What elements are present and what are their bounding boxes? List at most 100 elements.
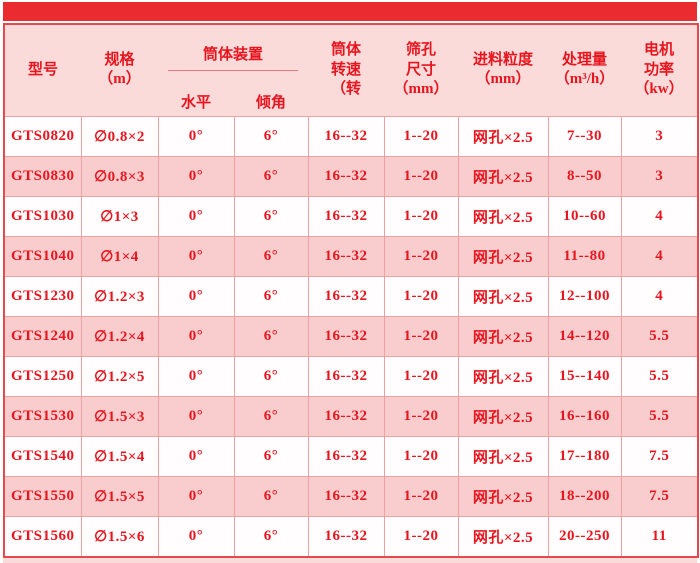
table-cell: 3	[620, 115, 699, 157]
table-cell: 网孔×2.5	[457, 315, 549, 357]
table-cell: 6°	[233, 275, 309, 317]
table-cell: 0°	[157, 195, 235, 237]
col-header-feed-size: 进料粒度 （mm）	[458, 24, 549, 117]
table-cell: GTS1040	[3, 235, 82, 277]
table-row: GTS1550 ∅1.5×5 0° 6° 16--32 1--20 网孔×2.5 18--20…	[3, 475, 699, 517]
table-cell: 6°	[233, 115, 309, 157]
table-row: GTS1540 ∅1.5×4 0° 6° 16--32 1--20 网孔×2.5 17--18…	[3, 435, 699, 477]
table-cell: 1--20	[383, 515, 459, 557]
table-cell: 1--20	[383, 115, 459, 157]
table-cell: 0°	[157, 355, 235, 397]
col-header-spec: 规格 （m）	[81, 24, 158, 117]
table-cell: 0°	[157, 315, 235, 357]
table-cell: 0°	[157, 515, 235, 557]
table-cell: ∅1×4	[80, 235, 159, 277]
table-cell: GTS1540	[3, 435, 82, 477]
table-row: GTS1250 ∅1.2×5 0° 6° 16--32 1--20 网孔×2.5 15--14…	[3, 355, 699, 397]
table-cell: 20--250	[547, 515, 622, 557]
table-cell: 4	[620, 195, 699, 237]
table-cell: 3	[620, 155, 699, 197]
col-header-model: 型号	[4, 24, 81, 117]
page: 型号 规格 （m） 筒体装置 筒体 转速 （转 筛孔 尺寸 （mm） 进料粒度 …	[3, 2, 700, 563]
table-cell: 16--32	[307, 115, 385, 157]
table-cell: 0°	[157, 235, 235, 277]
table-row: GTS1040 ∅1×4 0° 6° 16--32 1--20 网孔×2.5 11--80 4	[3, 235, 699, 277]
table-cell: 16--32	[307, 315, 385, 357]
table-cell: 1--20	[383, 435, 459, 477]
table-cell: 7.5	[620, 435, 699, 477]
table-cell: 1--20	[383, 195, 459, 237]
table-cell: 1--20	[383, 315, 459, 357]
table-header: 型号 规格 （m） 筒体装置 筒体 转速 （转 筛孔 尺寸 （mm） 进料粒度 …	[4, 24, 699, 117]
table-cell: ∅0.8×3	[80, 155, 159, 197]
table-cell: ∅1.5×5	[80, 475, 159, 517]
table-cell: 6°	[233, 315, 309, 357]
table-cell: 5.5	[620, 355, 699, 397]
table-cell: 16--32	[307, 155, 385, 197]
table-row: GTS1560 ∅1.5×6 0° 6° 16--32 1--20 网孔×2.5 20--25…	[3, 515, 699, 557]
spec-table: 型号 规格 （m） 筒体装置 筒体 转速 （转 筛孔 尺寸 （mm） 进料粒度 …	[3, 23, 700, 558]
table-row: GTS1230 ∅1.2×3 0° 6° 16--32 1--20 网孔×2.5 12--10…	[3, 275, 699, 317]
table-cell: 6°	[233, 515, 309, 557]
table-cell: 16--32	[307, 515, 385, 557]
table-cell: 16--32	[307, 235, 385, 277]
table-cell: 6°	[233, 155, 309, 197]
table-cell: 16--160	[547, 395, 622, 437]
table-cell: 1--20	[383, 155, 459, 197]
table-cell: 0°	[157, 395, 235, 437]
cylinder-group-label: 筒体装置	[168, 46, 299, 71]
table-cell: 8--50	[547, 155, 622, 197]
table-cell: GTS0820	[3, 115, 82, 157]
table-cell: 16--32	[307, 275, 385, 317]
bottom-strip	[3, 557, 697, 563]
table-cell: 11	[620, 515, 699, 557]
table-cell: 0°	[157, 115, 235, 157]
table-cell: 17--180	[547, 435, 622, 477]
table-cell: ∅1.5×6	[80, 515, 159, 557]
table-cell: 1--20	[383, 235, 459, 277]
table-cell: 16--32	[307, 395, 385, 437]
table-cell: ∅1.2×3	[80, 275, 159, 317]
col-header-speed: 筒体 转速 （转	[308, 24, 385, 117]
col-header-horizontal: 水平	[158, 91, 234, 117]
table-cell: 网孔×2.5	[457, 355, 549, 397]
table-cell: 网孔×2.5	[457, 275, 549, 317]
table-cell: ∅0.8×2	[80, 115, 159, 157]
table-cell: 16--32	[307, 355, 385, 397]
table-row: GTS1530 ∅1.5×3 0° 6° 16--32 1--20 网孔×2.5 16--16…	[3, 395, 699, 437]
table-cell: ∅1.5×3	[80, 395, 159, 437]
table-cell: 6°	[233, 475, 309, 517]
table-row: GTS1240 ∅1.2×4 0° 6° 16--32 1--20 网孔×2.5 14--12…	[3, 315, 699, 357]
table-cell: 16--32	[307, 435, 385, 477]
table-cell: GTS1240	[3, 315, 82, 357]
table-cell: 12--100	[547, 275, 622, 317]
table-cell: 18--200	[547, 475, 622, 517]
table-cell: 0°	[157, 475, 235, 517]
table-cell: 网孔×2.5	[457, 115, 549, 157]
table-cell: 4	[620, 235, 699, 277]
table-row: GTS1030 ∅1×3 0° 6° 16--32 1--20 网孔×2.5 10--60 4	[3, 195, 699, 237]
table-cell: 16--32	[307, 475, 385, 517]
table-cell: GTS1550	[3, 475, 82, 517]
col-header-motor-power: 电机 功率 （kw）	[621, 24, 699, 117]
table-cell: 5.5	[620, 315, 699, 357]
table-cell: 网孔×2.5	[457, 395, 549, 437]
table-cell: 4	[620, 275, 699, 317]
col-header-incline: 倾角	[234, 91, 309, 117]
col-header-screen-hole: 筛孔 尺寸 （mm）	[384, 24, 459, 117]
table-cell: 14--120	[547, 315, 622, 357]
table-cell: 7--30	[547, 115, 622, 157]
table-cell: 6°	[233, 195, 309, 237]
table-cell: 1--20	[383, 275, 459, 317]
table-cell: 16--32	[307, 195, 385, 237]
table-cell: GTS1230	[3, 275, 82, 317]
table-cell: ∅1.5×4	[80, 435, 159, 477]
table-body: GTS0820 ∅0.8×2 0° 6° 16--32 1--20 网孔×2.5 7--30 3…	[3, 115, 699, 557]
table-cell: 6°	[233, 395, 309, 437]
table-cell: 网孔×2.5	[457, 475, 549, 517]
table-cell: 6°	[233, 355, 309, 397]
table-cell: 网孔×2.5	[457, 515, 549, 557]
table-cell: 1--20	[383, 395, 459, 437]
col-header-cylinder-group: 筒体装置	[158, 24, 309, 92]
table-cell: 0°	[157, 275, 235, 317]
